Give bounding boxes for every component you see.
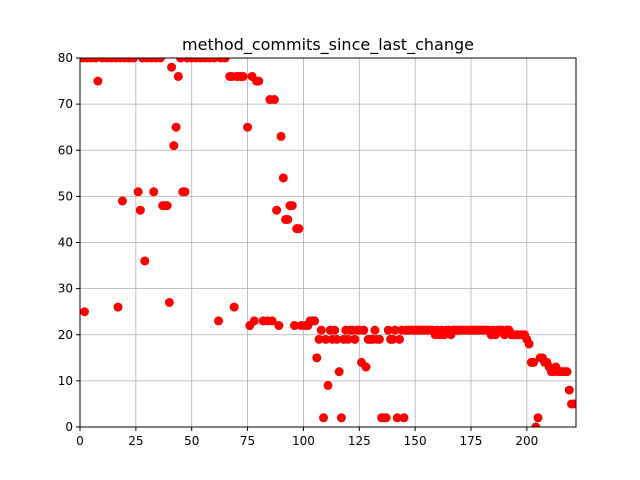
data-point: [162, 201, 172, 211]
data-point: [278, 173, 288, 183]
data-point: [314, 334, 324, 344]
data-point: [238, 71, 248, 81]
data-point: [287, 201, 297, 211]
x-tick-label: 175: [460, 434, 483, 448]
data-point: [316, 325, 326, 335]
data-point: [310, 316, 320, 326]
data-point: [140, 256, 150, 266]
data-point: [155, 58, 165, 63]
data-point: [394, 334, 404, 344]
data-point: [229, 302, 239, 312]
data-point: [562, 367, 572, 377]
y-tick-label: 40: [58, 236, 73, 250]
data-point: [332, 334, 342, 344]
data-point: [173, 71, 183, 81]
data-point: [524, 339, 534, 349]
data-point: [180, 187, 190, 197]
data-point: [319, 413, 329, 423]
data-point: [321, 334, 331, 344]
data-point: [167, 62, 177, 72]
data-point: [531, 422, 541, 427]
data-point: [533, 413, 543, 423]
data-point: [176, 58, 186, 63]
data-point: [272, 205, 282, 215]
data-point: [312, 353, 322, 363]
x-tick-label: 75: [240, 434, 255, 448]
data-point: [133, 187, 143, 197]
data-point: [117, 196, 127, 206]
data-point: [370, 325, 380, 335]
y-tick-label: 50: [58, 189, 73, 203]
plot-frame: [79, 57, 577, 428]
data-point: [564, 385, 574, 395]
data-point: [209, 58, 219, 63]
x-axis: 0 25 50 75 100 125 150 175 200: [76, 427, 538, 448]
data-point: [392, 413, 402, 423]
data-point: [91, 58, 101, 63]
data-point: [323, 380, 333, 390]
x-tick-label: 50: [184, 434, 199, 448]
x-tick-label: 0: [76, 434, 84, 448]
data-point: [269, 95, 279, 105]
data-point: [220, 58, 230, 63]
data-point: [289, 321, 299, 331]
y-axis: 0 10 20 30 40 50 60 70 80: [58, 51, 80, 434]
data-point: [529, 357, 539, 367]
data-point: [249, 316, 259, 326]
data-point: [149, 187, 159, 197]
y-tick-label: 10: [58, 374, 73, 388]
data-point: [274, 321, 284, 331]
data-point: [171, 122, 181, 132]
x-tick-label: 100: [292, 434, 315, 448]
data-point: [93, 76, 103, 86]
data-point: [113, 302, 123, 312]
data-point: [243, 122, 253, 132]
data-point: [374, 334, 384, 344]
data-point: [381, 413, 391, 423]
y-tick-label: 70: [58, 97, 73, 111]
data-point: [390, 325, 400, 335]
data-point: [343, 334, 353, 344]
data-point: [283, 214, 293, 224]
chart-title: method_commits_since_last_change: [182, 35, 474, 55]
data-point: [169, 141, 179, 151]
x-tick-label: 200: [515, 434, 538, 448]
data-point: [164, 297, 174, 307]
data-point: [80, 307, 89, 317]
y-tick-label: 80: [58, 51, 73, 65]
x-tick-label: 25: [128, 434, 143, 448]
data-point: [276, 131, 286, 141]
data-point: [388, 334, 398, 344]
data-point: [129, 58, 139, 63]
data-point: [399, 413, 409, 423]
data-point: [334, 367, 344, 377]
data-point: [135, 205, 145, 215]
x-tick-label: 125: [348, 434, 371, 448]
data-point: [359, 325, 369, 335]
y-tick-label: 20: [58, 328, 73, 342]
data-point: [383, 325, 393, 335]
data-points: [80, 58, 576, 427]
plot-area: [80, 58, 576, 427]
y-tick-label: 30: [58, 282, 73, 296]
data-point: [254, 76, 264, 86]
data-point: [336, 413, 346, 423]
data-point: [214, 316, 224, 326]
data-point: [361, 362, 371, 372]
x-tick-label: 150: [404, 434, 427, 448]
data-point: [350, 334, 360, 344]
data-point: [330, 325, 340, 335]
data-point: [294, 224, 304, 234]
data-point: [267, 316, 277, 326]
y-tick-label: 0: [65, 420, 73, 434]
y-tick-label: 60: [58, 143, 73, 157]
data-point: [569, 399, 576, 409]
